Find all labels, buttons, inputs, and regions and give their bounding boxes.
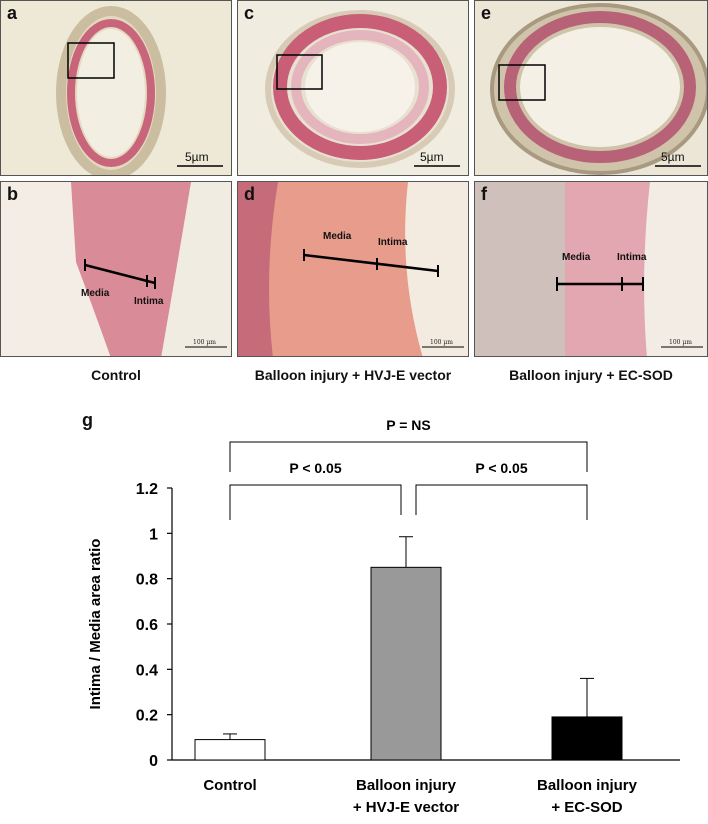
panel-label-d: d: [244, 184, 255, 204]
scale-text-b: 100 µm: [193, 339, 216, 346]
panel-label-a: a: [7, 3, 18, 23]
category-label-2: + EC-SOD: [551, 799, 622, 816]
media-label-b: Media: [81, 288, 110, 299]
vessel-section-c: [265, 10, 460, 168]
category-label-1: + HVJ-E vector: [353, 799, 459, 816]
media-intima-measure-b: [84, 263, 156, 285]
significance-bracket-1: [229, 484, 402, 520]
caption-hvj-e: Balloon injury + HVJ-E vector: [254, 367, 452, 383]
panel-label-f: f: [481, 184, 487, 204]
panel-b-detail-image: b Media Intima 100 µm: [0, 181, 232, 357]
bar-1: [370, 566, 442, 761]
panel-label-b: b: [7, 184, 18, 204]
media-intima-measure-d: [303, 253, 439, 273]
zoom-box-e: [498, 64, 546, 101]
panel-e-vessel-image: e 5µm: [474, 0, 708, 176]
zoom-box-c: [276, 54, 323, 90]
tissue-detail-f: [556, 182, 707, 356]
media-label-f: Media: [562, 252, 591, 263]
panel-d-detail-image: d Media Intima 100 µm: [237, 181, 469, 357]
category-label-2: Balloon injury: [537, 777, 638, 794]
panel-f-detail-image: f Media Intima 100 µm: [474, 181, 708, 357]
caption-ec-sod: Balloon injury + EC-SOD: [509, 367, 673, 383]
vessel-section-e: [490, 3, 707, 175]
panel-label-c: c: [244, 3, 255, 23]
scale-text-d: 100 µm: [430, 339, 453, 346]
category-label-1: Balloon injury: [356, 777, 457, 794]
intima-media-bar-chart: 0 0.2 0.4 0.6 0.8 1 1.2 Intima / Media area rat…: [87, 417, 680, 816]
y-tick-label: 1.2: [136, 481, 158, 498]
tissue-detail-d: [238, 182, 468, 356]
y-tick-label: 1: [149, 526, 158, 543]
y-tick-label: 0.2: [136, 708, 158, 725]
bar-2: [551, 716, 623, 761]
caption-control: Control: [91, 367, 141, 383]
y-tick-label: 0.6: [136, 617, 158, 634]
panel-label-g: g: [82, 410, 93, 430]
significance-label-1: P < 0.05: [289, 460, 342, 476]
panel-label-e: e: [481, 3, 492, 23]
y-tick-label: 0.8: [136, 572, 158, 589]
significance-bracket-2: [415, 484, 588, 520]
intima-label-b: Intima: [134, 296, 164, 307]
scale-text-c: 5µm: [420, 150, 444, 164]
vessel-section-a: [56, 6, 223, 175]
bar-0: [194, 739, 266, 761]
panel-c-vessel-image: c 5µm: [237, 0, 469, 176]
scale-text-f: 100 µm: [669, 339, 692, 346]
intima-label-d: Intima: [378, 237, 408, 248]
y-tick-label: 0: [149, 753, 158, 770]
significance-bracket-0: [229, 441, 588, 472]
scale-text-e: 5µm: [661, 150, 685, 164]
y-tick-label: 0.4: [136, 662, 158, 679]
significance-label-0: P = NS: [386, 417, 431, 433]
media-label-d: Media: [323, 231, 352, 242]
zoom-box-a: [67, 42, 115, 79]
category-label-0: Control: [203, 777, 256, 794]
scale-text-a: 5µm: [185, 150, 209, 164]
significance-label-2: P < 0.05: [475, 460, 528, 476]
tissue-detail-b: [71, 182, 231, 356]
panel-a-vessel-image: a 5µm: [0, 0, 232, 176]
intima-label-f: Intima: [617, 252, 647, 263]
y-axis-label: Intima / Media area ratio: [87, 539, 104, 710]
